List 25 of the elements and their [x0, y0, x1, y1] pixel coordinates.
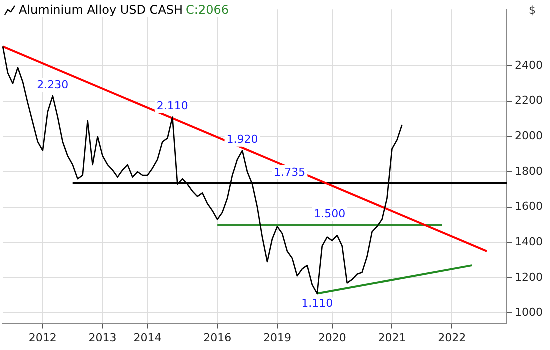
annotation: 1.110 — [302, 297, 334, 310]
chart-title: Aluminium Alloy USD CASH — [19, 3, 184, 17]
x-tick-label: 2012 — [28, 331, 57, 344]
y-tick-label: 2200 — [515, 94, 544, 108]
y-tick-label: 2000 — [515, 130, 544, 143]
x-tick-label: 2021 — [378, 331, 406, 344]
x-tick-label: 2022 — [438, 331, 466, 344]
annotation: 2.230 — [37, 78, 69, 92]
y-tick-label: 1200 — [515, 270, 544, 284]
annotation: 1.920 — [226, 133, 258, 146]
x-tick-label: 2014 — [134, 331, 162, 344]
annotation: 2.110 — [156, 100, 188, 113]
x-tick-label: 2013 — [88, 331, 117, 344]
x-tick-label: 2019 — [263, 331, 292, 344]
y-tick-label: 1000 — [515, 306, 544, 320]
y-tick-label: 1800 — [515, 164, 544, 178]
annotation: 1.500 — [314, 207, 346, 220]
y-tick-label: 1400 — [515, 235, 544, 248]
x-tick-label: 2016 — [204, 331, 232, 344]
y-tick-label: 2400 — [515, 58, 544, 72]
annotation: 1.735 — [274, 166, 306, 179]
chart-subtitle: C:2066 — [186, 3, 230, 17]
y-axis-title: $ — [529, 4, 536, 17]
y-tick-label: 1600 — [515, 200, 544, 214]
x-tick-label: 2020 — [318, 331, 346, 344]
